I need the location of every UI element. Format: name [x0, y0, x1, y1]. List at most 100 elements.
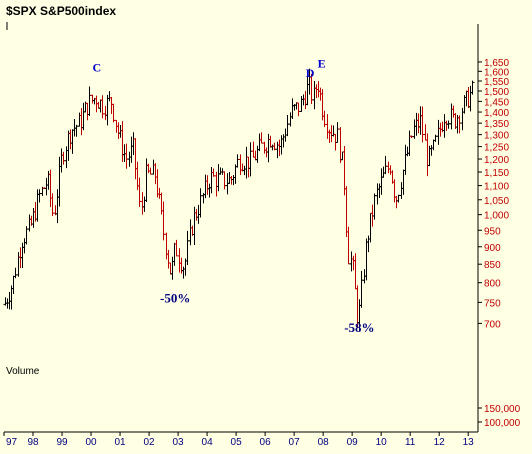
ohlc-bar: [133, 138, 138, 180]
ohlc-bar: [172, 242, 177, 266]
y-tick-label: 1,150: [484, 168, 509, 179]
ohlc-bar: [68, 129, 73, 150]
x-tick-label: 07: [289, 437, 301, 448]
ohlc-bar: [70, 129, 75, 154]
drawdown-label: -58%: [344, 320, 374, 335]
ohlc-bar: [394, 196, 399, 209]
ohlc-bar: [351, 255, 356, 271]
ohlc-bar: [81, 102, 86, 131]
ohlc-bar: [423, 124, 428, 141]
ohlc-bar: [13, 267, 18, 279]
ohlc-bar: [412, 119, 417, 139]
ohlc-bar: [327, 129, 332, 144]
ohlc-bar: [61, 151, 66, 165]
x-tick-label: 02: [143, 437, 155, 448]
y-tick-label: 750: [484, 298, 501, 309]
ohlc-bar: [22, 238, 27, 254]
x-tick-label: 97: [6, 437, 18, 448]
ohlc-bar: [335, 122, 340, 143]
ohlc-bar: [242, 165, 247, 176]
ohlc-bar: [381, 166, 386, 178]
ohlc-bar: [325, 114, 330, 139]
ohlc-bar: [290, 98, 295, 120]
ohlc-bar: [268, 135, 273, 148]
wave-label: E: [318, 57, 326, 71]
volume-tick-label: 150,000: [484, 404, 521, 415]
ohlc-bar: [279, 135, 284, 155]
ohlc-bar: [429, 145, 434, 156]
y-tick-label: 1,650: [484, 58, 509, 69]
ohlc-bar: [401, 169, 406, 195]
ohlc-bar: [259, 132, 264, 144]
ohlc-bar: [386, 161, 391, 174]
ohlc-bar: [205, 175, 210, 195]
ohlc-bar: [203, 174, 208, 199]
x-tick-label: 12: [434, 437, 446, 448]
y-tick-label: 850: [484, 260, 501, 271]
ohlc-bar: [151, 159, 156, 175]
ohlc-bar: [98, 99, 103, 113]
y-tick-label: 1,350: [484, 119, 509, 130]
ohlc-bar: [244, 146, 249, 179]
ohlc-bar: [442, 114, 447, 138]
x-axis-ticks: 97 98 99 00 01 02 03 04 05 06 07 08 09 10 11 12 13: [3, 432, 474, 448]
ohlc-bar: [425, 133, 430, 177]
ohlc-bar: [50, 193, 55, 216]
ohlc-bar: [44, 177, 49, 196]
ohlc-bar: [320, 89, 325, 121]
ohlc-bar: [107, 91, 112, 102]
ohlc-bar: [377, 183, 382, 198]
ohlc-bar: [431, 139, 436, 151]
ohlc-bar: [248, 142, 253, 177]
ohlc-bar: [470, 80, 475, 95]
ohlc-bar: [20, 242, 25, 269]
ohlc-bar: [368, 212, 373, 243]
ohlc-bar: [142, 196, 147, 212]
ohlc-bar: [79, 108, 84, 136]
ohlc-bar: [181, 266, 186, 279]
ohlc-bar: [66, 130, 71, 161]
ohlc-bar: [457, 115, 462, 134]
ohlc-bar: [122, 144, 127, 162]
ohlc-bar: [48, 169, 53, 208]
ohlc-bar: [288, 112, 293, 127]
ohlc-bar: [185, 230, 190, 266]
ohlc-bar: [379, 168, 384, 195]
ohlc-bar: [194, 209, 199, 221]
ohlc-bar: [235, 154, 240, 168]
ohlc-bar: [231, 174, 236, 186]
ohlc-bar: [209, 166, 214, 194]
ohlc-bar: [188, 219, 193, 246]
ohlc-bar: [251, 141, 256, 158]
ohlc-bar: [353, 253, 358, 290]
ohlc-bar: [349, 251, 354, 272]
ohlc-bar: [103, 105, 108, 121]
ohlc-bar: [87, 86, 92, 117]
ohlc-bar: [418, 106, 423, 135]
ohlc-bar: [127, 151, 132, 167]
ohlc-bar: [16, 252, 21, 277]
ohlc-bar: [416, 113, 421, 134]
ohlc-bar: [129, 136, 134, 163]
ohlc-bar: [340, 151, 345, 161]
chart-frame: [4, 22, 479, 433]
x-tick-label: 98: [27, 437, 39, 448]
ohlc-bar: [359, 270, 364, 308]
ohlc-bar: [153, 163, 158, 185]
ohlc-bar: [277, 139, 282, 157]
y-axis-ticks: 1,6501,6001,5501,5001,4501,4001,3501,300…: [478, 58, 521, 429]
ohlc-bar: [364, 238, 369, 281]
ohlc-bar: [296, 102, 301, 117]
ohlc-bar: [305, 76, 310, 106]
ohlc-bar: [198, 188, 203, 218]
ohlc-bar: [281, 134, 286, 148]
y-tick-label: 1,400: [484, 108, 509, 119]
ohlc-bar: [140, 192, 145, 215]
ohlc-bar: [46, 170, 51, 190]
ohlc-bar: [375, 183, 380, 205]
x-tick-label: 99: [56, 437, 68, 448]
ohlc-bar: [174, 239, 179, 257]
ohlc-bar: [420, 106, 425, 143]
ohlc-bar: [451, 105, 456, 118]
ohlc-bar: [131, 132, 136, 156]
